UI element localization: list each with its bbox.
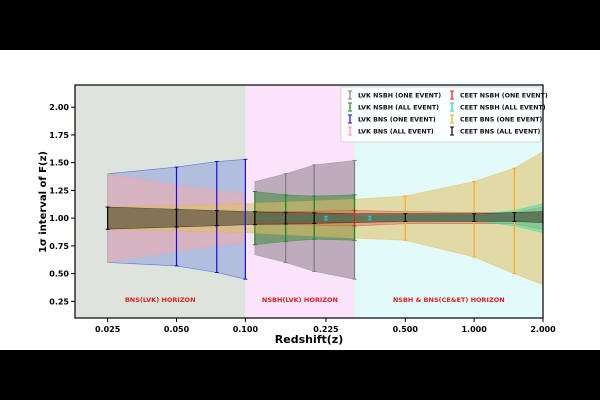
plot-frame [74,84,544,319]
region-label-nsbh-bns-ce-et-horizon: NSBH & BNS(CE&ET) HORIZON [393,296,505,304]
y-tick-label: 1.75 [49,131,69,140]
x-tick-label: 0.500 [393,325,419,334]
legend-label: CEET BNS (ONE EVENT) [460,117,543,124]
x-axis-ticks: 0.025 0.050 0.100 0.225 0.500 1.000 2.000 [95,318,556,334]
legend-entries: LVK NSBH (ONE EVENT) LVK NSBH (ALL EVENT)… [348,90,548,136]
y-axis-label: 1σ interval of F(z) [38,151,49,253]
y-tick-label: 0.75 [49,242,69,251]
legend-label: LVK NSBH (ALL EVENT) [358,105,439,112]
errorbar-ceet-bns-all-event [283,211,288,225]
y-tick-label: 1.50 [49,159,69,168]
errorbar-ceet-bns-all-event [403,213,408,222]
chart-svg: 0.025 0.050 0.100 0.225 0.500 1.000 2.000 0.25… [38,84,556,346]
x-axis-label: Redshift(z) [275,333,343,346]
legend-item-ceet-nsbh-all-event: CEET NSBH (ALL EVENT) [450,102,546,112]
x-tick-label: 0.225 [313,325,339,334]
y-tick-label: 0.50 [49,270,69,279]
legend-label: LVK BNS (ONE EVENT) [358,117,436,124]
errorbar-ceet-nsbh-all-event [367,215,372,221]
errorbar-ceet-bns-all-event [174,208,179,228]
x-tick-label: 1.000 [461,325,487,334]
errorbar-ceet-nsbh-one-event [352,209,357,227]
figure: 0.025 0.050 0.100 0.225 0.500 1.000 2.000 0.25… [0,50,600,350]
x-tick-label: 0.100 [233,325,259,334]
legend-item-lvk-nsbh-one-event: LVK NSBH (ONE EVENT) [348,90,441,100]
y-tick-label: 2.00 [49,103,69,112]
region-labels: BNS(LVK) HORIZON NSBH(LVK) HORIZON NSBH & … [125,296,505,304]
legend-label: CEET NSBH (ALL EVENT) [460,105,546,112]
legend-item-lvk-bns-one-event: LVK BNS (ONE EVENT) [348,114,436,124]
legend-item-lvk-nsbh-all-event: LVK NSBH (ALL EVENT) [348,102,439,112]
x-tick-label: 2.000 [530,325,556,334]
errorbar-ceet-bns-all-event [312,212,317,224]
errorbar-ceet-bns-all-event [512,212,517,222]
legend-item-ceet-bns-one-event: CEET BNS (ONE EVENT) [450,114,543,124]
region-label-bns-lvk-horizon: BNS(LVK) HORIZON [125,296,196,304]
legend: LVK NSBH (ONE EVENT) LVK NSBH (ALL EVENT)… [340,86,548,143]
region-label-nsbh-lvk-horizon: NSBH(LVK) HORIZON [262,296,338,304]
legend-item-ceet-nsbh-one-event: CEET NSBH (ONE EVENT) [450,90,548,100]
legend-item-lvk-bns-all-event: LVK BNS (ALL EVENT) [348,126,434,136]
y-axis-ticks: 0.25 0.50 0.75 1.00 1.25 1.50 1.75 2.00 [49,103,75,306]
error-bars [105,158,517,280]
legend-label: CEET NSBH (ONE EVENT) [460,93,548,100]
errorbar-ceet-bns-all-event [105,206,110,230]
y-tick-label: 0.25 [49,297,69,306]
errorbar-lvk-bns-one-event [243,158,248,280]
errorbar-ceet-bns-all-event [472,213,477,222]
y-tick-label: 1.25 [49,186,69,195]
legend-box [340,86,542,143]
legend-label: LVK BNS (ALL EVENT) [358,129,434,136]
errorbar-ceet-bns-all-event [214,210,219,227]
errorbar-ceet-nsbh-all-event [323,215,328,221]
legend-item-ceet-bns-all-event: CEET BNS (ALL EVENT) [450,126,541,136]
legend-label: LVK NSBH (ONE EVENT) [358,93,441,100]
x-tick-label: 0.050 [164,325,190,334]
errorbar-ceet-bns-all-event [252,211,257,226]
y-tick-label: 1.00 [49,214,69,223]
x-tick-label: 0.025 [95,325,121,334]
legend-label: CEET BNS (ALL EVENT) [460,129,541,136]
